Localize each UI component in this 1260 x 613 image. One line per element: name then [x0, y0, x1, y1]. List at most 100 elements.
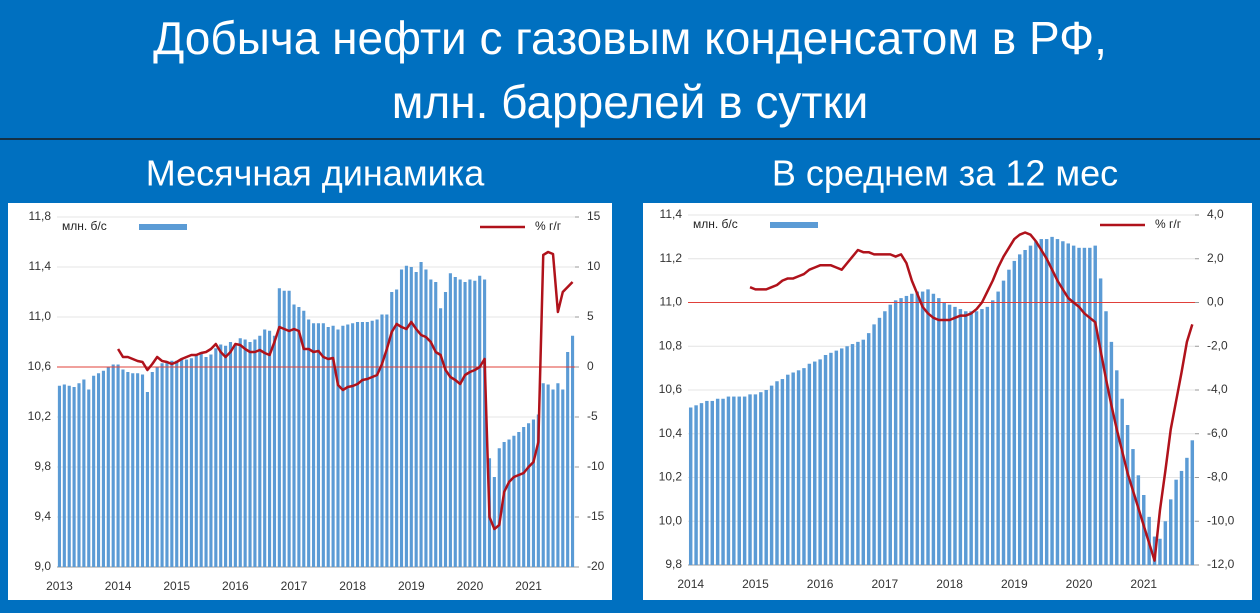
- legend-swatch: [139, 224, 187, 230]
- bar: [434, 282, 438, 567]
- bar: [409, 267, 413, 567]
- legend-swatch: [770, 222, 818, 228]
- bar: [1088, 247, 1092, 565]
- y-tick-label: 10,2: [28, 409, 52, 423]
- bar: [759, 392, 763, 565]
- bar: [473, 280, 477, 567]
- bar: [1104, 311, 1108, 565]
- bar: [360, 322, 364, 567]
- bar: [937, 298, 941, 565]
- bar: [463, 282, 467, 567]
- bar: [204, 357, 208, 567]
- bar: [1034, 241, 1038, 565]
- bar: [453, 277, 457, 567]
- y2-tick-label: 2,0: [1207, 251, 1224, 265]
- bar: [77, 383, 81, 567]
- bar: [194, 354, 198, 567]
- bar: [877, 317, 882, 565]
- y-tick-label: 11,2: [660, 251, 683, 265]
- bar: [1179, 470, 1184, 565]
- bar: [920, 291, 925, 565]
- y2-tick-label: -2,0: [1207, 338, 1228, 352]
- bar: [248, 342, 252, 567]
- bar: [1055, 239, 1060, 565]
- x-tick-label: 2015: [742, 577, 769, 591]
- bar: [1142, 495, 1146, 565]
- title-line: Добыча нефти с газовым конденсатом в РФ,: [153, 12, 1107, 64]
- bar: [311, 323, 316, 567]
- bar: [116, 364, 120, 567]
- bar: [399, 269, 404, 567]
- bar: [527, 423, 531, 567]
- y2-tick-label: 0: [587, 359, 594, 373]
- bar: [1185, 457, 1189, 565]
- bar: [355, 322, 360, 567]
- bar: [507, 439, 511, 567]
- bar: [926, 289, 930, 565]
- bar: [942, 302, 946, 565]
- bar: [150, 372, 154, 567]
- bar: [258, 335, 262, 567]
- legend-label: млн. б/с: [693, 217, 738, 231]
- bar: [448, 273, 452, 567]
- bar: [829, 352, 833, 565]
- bar: [370, 320, 374, 567]
- chart-subtitle: В среднем за 12 мес: [772, 153, 1118, 194]
- bar: [839, 348, 844, 565]
- bar: [910, 293, 914, 565]
- bar: [1061, 241, 1065, 565]
- y-tick-label: 10,6: [28, 359, 52, 373]
- bar: [292, 304, 296, 567]
- bar: [1023, 250, 1027, 565]
- legend-label: млн. б/с: [62, 219, 107, 233]
- bar: [715, 398, 720, 565]
- bar: [726, 396, 731, 565]
- bar: [145, 392, 149, 567]
- bar: [980, 309, 984, 565]
- y2-tick-label: -10,0: [1207, 513, 1235, 527]
- bar: [953, 306, 957, 565]
- bar: [786, 374, 790, 565]
- bar: [974, 311, 979, 565]
- x-tick-label: 2019: [1001, 577, 1028, 591]
- bar: [160, 363, 164, 567]
- bar: [775, 381, 779, 565]
- x-tick-label: 2020: [457, 579, 484, 593]
- y-tick-label: 9,8: [34, 459, 51, 473]
- bar: [753, 394, 758, 565]
- bar: [769, 385, 774, 565]
- bar: [443, 292, 448, 567]
- bar: [1115, 370, 1119, 565]
- bar: [243, 339, 247, 567]
- bar: [807, 363, 812, 565]
- bar: [57, 385, 62, 567]
- bar: [1136, 475, 1141, 565]
- bar: [969, 311, 973, 565]
- bar: [331, 325, 335, 567]
- x-tick-label: 2020: [1066, 577, 1093, 591]
- bar: [336, 329, 340, 567]
- bar: [287, 290, 291, 567]
- bar: [439, 308, 443, 567]
- bar: [1071, 245, 1076, 565]
- bar: [478, 275, 482, 567]
- bar: [931, 293, 936, 565]
- bar: [893, 300, 898, 565]
- bar: [199, 352, 203, 567]
- bar: [253, 339, 257, 567]
- bar: [1012, 260, 1017, 565]
- x-tick-label: 2014: [677, 577, 704, 591]
- bar: [780, 379, 785, 565]
- bar: [1174, 479, 1178, 565]
- y-tick-label: 10,8: [659, 338, 683, 352]
- x-tick-label: 2021: [1130, 577, 1157, 591]
- bar: [546, 384, 550, 567]
- bar: [233, 344, 237, 567]
- y2-tick-label: 5: [587, 309, 594, 323]
- bar: [742, 396, 747, 565]
- bar: [1131, 449, 1135, 565]
- bar: [522, 427, 526, 567]
- bar: [390, 292, 394, 567]
- y2-tick-label: -6,0: [1207, 426, 1228, 440]
- bar: [899, 298, 903, 565]
